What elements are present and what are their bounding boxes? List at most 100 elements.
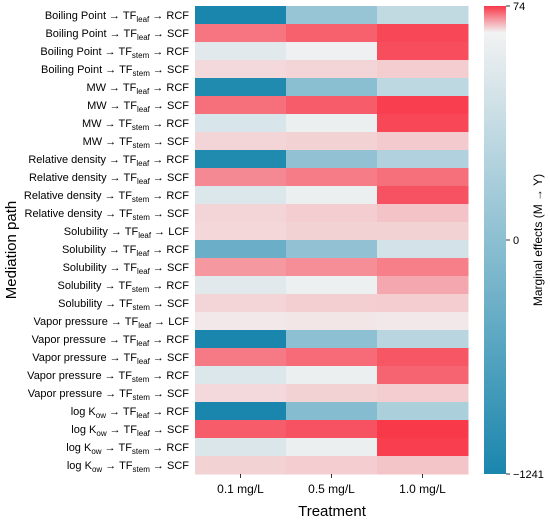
heatmap-cell (195, 366, 287, 385)
row-label: Vapor pressure → TFstem → RCF (27, 370, 189, 384)
heatmap-cell (195, 96, 287, 115)
heatmap-cell (377, 258, 469, 277)
heatmap-cell (286, 204, 378, 223)
heatmap-cell (195, 222, 287, 241)
heatmap-cell (195, 456, 287, 475)
row-label: MW → TFleaf → RCF (86, 82, 189, 96)
heatmap-cell (286, 456, 378, 475)
row-label: Vapor pressure → TFleaf → SCF (32, 352, 189, 366)
row-label: Solubility → TFleaf → RCF (62, 244, 189, 258)
heatmap-cell (377, 186, 469, 205)
heatmap-cell (286, 348, 378, 367)
heatmap-cell (195, 114, 287, 133)
heatmap-cell (286, 366, 378, 385)
row-label: Vapor pressure → TFleaf → RCF (32, 334, 190, 348)
row-label: Boiling Point → TFleaf → SCF (45, 28, 189, 42)
heatmap-cell (286, 60, 378, 79)
heatmap-cell (377, 384, 469, 403)
heatmap-cell (286, 294, 378, 313)
x-axis: 0.1 mg/L 0.5 mg/L 1.0 mg/L (217, 474, 446, 496)
heatmap-cell (377, 276, 469, 295)
heatmap-cell (286, 402, 378, 421)
heatmap-cell (195, 6, 287, 25)
heatmap-cell (286, 78, 378, 97)
heatmap-cell (377, 438, 469, 457)
heatmap-cell (377, 312, 469, 331)
heatmap-cell (195, 402, 287, 421)
heatmap-cell (195, 294, 287, 313)
heatmap-cell (377, 330, 469, 349)
heatmap-cell (195, 276, 287, 295)
heatmap-cell (195, 150, 287, 169)
heatmap-cell (377, 204, 469, 223)
row-label: Solubility → TFstem → RCF (58, 280, 190, 294)
heatmap-cell (286, 384, 378, 403)
heatmap-cell (195, 438, 287, 457)
heatmap-cell (377, 240, 469, 259)
heatmap-cell (195, 132, 287, 151)
heatmap-cell (377, 24, 469, 43)
colorbar-tick-label: 74 (513, 1, 525, 13)
heatmap-cell (195, 348, 287, 367)
heatmap-cell (286, 24, 378, 43)
heatmap-cell (286, 276, 378, 295)
heatmap-cell (286, 186, 378, 205)
row-label: log Kow → TFstem → RCF (66, 442, 189, 456)
heatmap-cell (286, 96, 378, 115)
colorbar-title: Marginal effects (M → Y) (531, 174, 545, 306)
colorbar-tick-label: 0 (513, 235, 519, 247)
heatmap-cell (195, 330, 287, 349)
heatmap-cell (377, 294, 469, 313)
colorbar-tick-label: −1241 (513, 469, 544, 481)
heatmap-cell (377, 420, 469, 439)
heatmap-cell (377, 150, 469, 169)
heatmap-cell (195, 168, 287, 187)
row-label: Vapor pressure → TFstem → SCF (28, 388, 189, 402)
heatmap-cell (195, 384, 287, 403)
heatmap-cell (377, 6, 469, 25)
row-label: MW → TFstem → RCF (82, 118, 189, 132)
heatmap-cell (195, 78, 287, 97)
heatmap-cell (377, 78, 469, 97)
row-label: Solubility → TFstem → SCF (58, 298, 189, 312)
heatmap-cell (195, 42, 287, 61)
row-label: log Kow → TFleaf → RCF (71, 406, 190, 420)
row-label: Relative density → TFleaf → RCF (28, 154, 189, 168)
x-tick-label: 1.0 mg/L (399, 482, 446, 496)
heatmap-cell (377, 402, 469, 421)
heatmap-cell (195, 60, 287, 79)
heatmap-cell (377, 168, 469, 187)
heatmap-cell (377, 42, 469, 61)
heatmap-cells (195, 6, 469, 475)
heatmap-cell (286, 312, 378, 331)
row-label: Solubility → TFleaf → LCF (64, 226, 189, 240)
heatmap-cell (195, 24, 287, 43)
row-label: MW → TFstem → SCF (83, 136, 190, 150)
heatmap-cell (195, 186, 287, 205)
heatmap-cell (286, 420, 378, 439)
heatmap-cell (286, 132, 378, 151)
heatmap-cell (195, 258, 287, 277)
heatmap-cell (286, 438, 378, 457)
colorbar-gradient (484, 6, 506, 474)
row-label: log Kow → TFleaf → SCF (71, 424, 189, 438)
heatmap-cell (377, 132, 469, 151)
row-label: log Kow → TFstem → SCF (67, 460, 189, 474)
heatmap-cell (286, 240, 378, 259)
row-label: Solubility → TFleaf → SCF (63, 262, 190, 276)
heatmap-cell (377, 366, 469, 385)
heatmap-cell (377, 114, 469, 133)
heatmap-cell (286, 150, 378, 169)
heatmap-cell (195, 312, 287, 331)
heatmap-cell (377, 348, 469, 367)
heatmap-cell (286, 222, 378, 241)
x-tick-label: 0.5 mg/L (308, 482, 355, 496)
row-labels: Boiling Point → TFleaf → RCF Boiling Poin… (24, 10, 189, 474)
heatmap-cell (377, 96, 469, 115)
x-tick-label: 0.1 mg/L (217, 482, 264, 496)
row-label: Boiling Point → TFstem → SCF (41, 64, 189, 78)
heatmap-cell (286, 42, 378, 61)
row-label: Relative density → TFstem → RCF (24, 190, 189, 204)
heatmap-cell (286, 168, 378, 187)
row-label: Boiling Point → TFleaf → RCF (45, 10, 189, 24)
